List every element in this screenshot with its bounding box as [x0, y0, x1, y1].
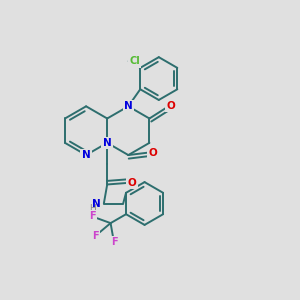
Text: H: H: [89, 204, 96, 213]
Text: F: F: [92, 231, 99, 241]
Text: F: F: [89, 212, 95, 221]
Text: O: O: [167, 101, 176, 111]
Text: O: O: [128, 178, 136, 188]
Text: Cl: Cl: [129, 56, 140, 66]
Text: N: N: [103, 138, 112, 148]
Text: N: N: [92, 199, 101, 209]
Text: N: N: [124, 101, 133, 111]
Text: F: F: [111, 237, 117, 248]
Text: N: N: [82, 150, 91, 160]
Text: O: O: [148, 148, 158, 158]
